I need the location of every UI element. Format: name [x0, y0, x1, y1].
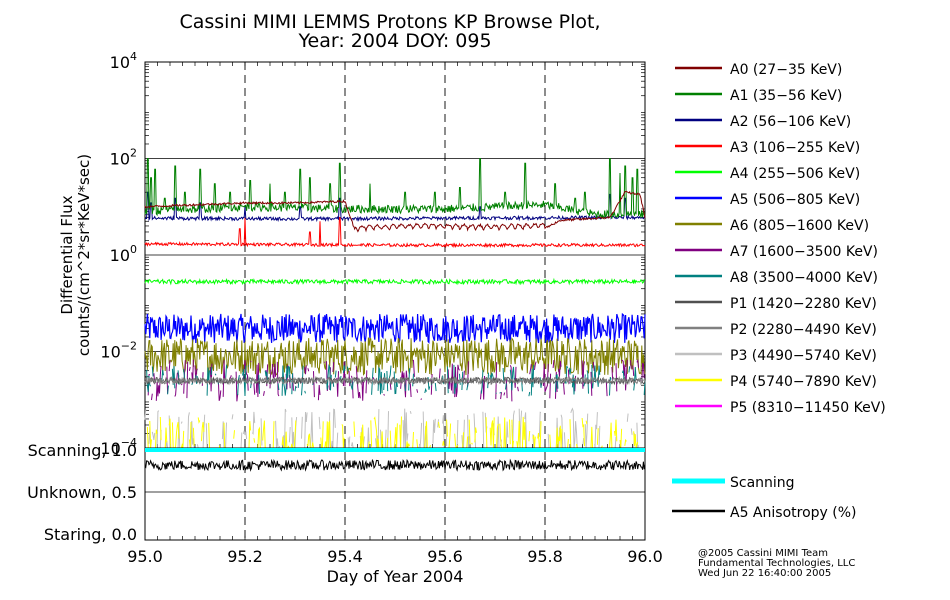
- series-line-a6: [144, 337, 646, 376]
- scanning-y-tick-label: Staring, 0.0: [44, 525, 137, 544]
- series-line-anisotropy: [144, 458, 646, 472]
- legend-label: A6 (805−1600 KeV): [730, 218, 869, 234]
- y-tick-label: 102: [110, 147, 137, 169]
- x-tick-label: 95.4: [327, 547, 363, 566]
- series-line-a7: [147, 358, 645, 402]
- series-line-a0: [144, 190, 646, 233]
- scanning-y-tick-label: Unknown, 0.5: [27, 483, 137, 502]
- scanning-y-tick-label: Scanning, 1.0: [28, 441, 137, 460]
- chart-title-line2: Year: 2004 DOY: 095: [297, 30, 491, 52]
- series-line-a3: [144, 217, 646, 249]
- y-tick-label: 104: [110, 50, 137, 72]
- x-axis-label: Day of Year 2004: [327, 567, 464, 586]
- legend-label: A3 (106−255 KeV): [730, 140, 860, 156]
- legend-label: A1 (35−56 KeV): [730, 88, 842, 104]
- footer-line1: @2005 Cassini MIMI Team: [698, 548, 828, 559]
- chart-title-line1: Cassini MIMI LEMMS Protons KP Browse Plo…: [179, 11, 600, 33]
- legend-label: P3 (4490−5740 KeV): [730, 348, 877, 364]
- y-axis-label-line1: Differential Flux: [58, 195, 76, 314]
- series-line-a5: [144, 312, 646, 344]
- y-tick-label: 10−2: [100, 340, 137, 362]
- flux-panel: 104 102 100 10−2 10−4 Differential Flux counts…: [58, 50, 645, 540]
- legend-label: A8 (3500−4000 KeV): [730, 270, 878, 286]
- legend-label: A5 Anisotropy (%): [730, 505, 857, 521]
- legend-label: P4 (5740−7890 KeV): [730, 374, 877, 390]
- y-tick-label: 10−4: [100, 436, 137, 458]
- scanning-panel: Scanning, 1.0 Unknown, 0.5 Staring, 0.0 95.…: [27, 441, 663, 586]
- series-line-p2: [144, 375, 645, 386]
- legend-label: P1 (1420−2280 KeV): [730, 296, 877, 312]
- legend-label: A4 (255−506 KeV): [730, 166, 860, 182]
- series-line-a4: [144, 277, 646, 286]
- legend-label: A0 (27−35 KeV): [730, 62, 842, 78]
- legend-label: Scanning: [730, 475, 795, 491]
- legend-label: A2 (56−106 KeV): [730, 114, 851, 130]
- x-tick-label: 95.2: [227, 547, 263, 566]
- legend-label: P5 (8310−11450 KeV): [730, 400, 886, 416]
- legend: A0 (27−35 KeV) A1 (35−56 KeV) A2 (56−106 K…: [672, 62, 886, 521]
- x-tick-label: 95.6: [427, 547, 463, 566]
- footer-line3: Wed Jun 22 16:40:00 2005: [698, 568, 831, 579]
- legend-label: A5 (506−805 KeV): [730, 192, 860, 208]
- y-tick-label: 100: [110, 243, 137, 265]
- legend-label: P2 (2280−4490 KeV): [730, 322, 877, 338]
- x-tick-label: 95.0: [127, 547, 163, 566]
- x-tick-label: 95.8: [527, 547, 563, 566]
- series-line-a1: [144, 158, 646, 221]
- legend-label: A7 (1600−3500 KeV): [730, 244, 878, 260]
- footer-line2: Fundamental Technologies, LLC: [698, 558, 855, 569]
- x-tick-label: 96.0: [627, 547, 663, 566]
- y-axis-label-line2: counts/(cm^2*sr*KeV*sec): [75, 154, 93, 356]
- series-line-a2: [144, 191, 646, 223]
